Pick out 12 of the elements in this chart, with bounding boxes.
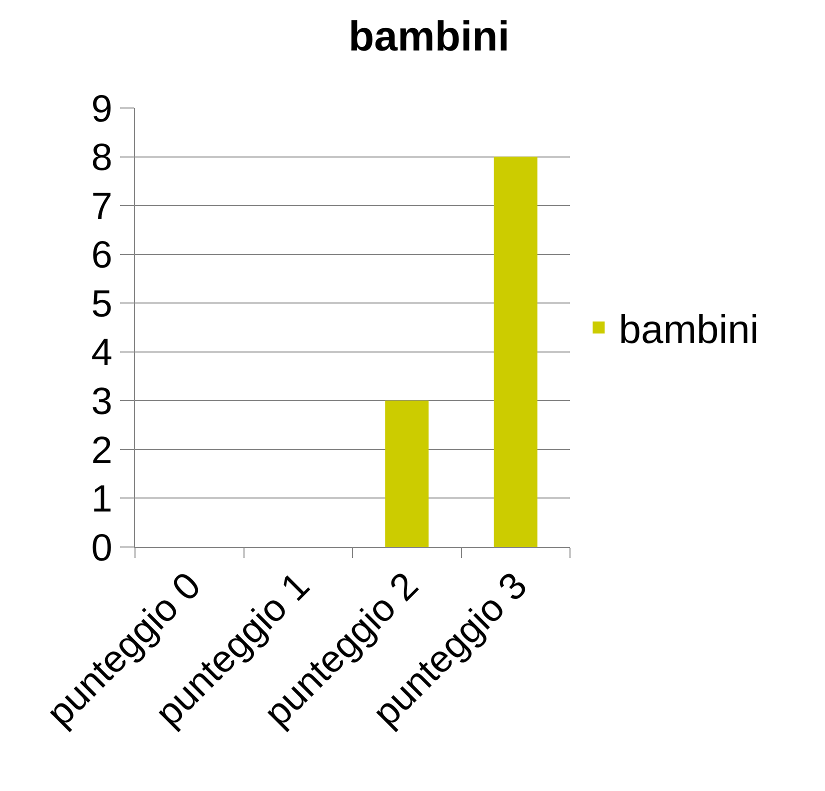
- y-tick-label: 6: [91, 234, 112, 277]
- chart-title: bambini: [348, 12, 510, 60]
- y-tick-label: 5: [91, 283, 112, 326]
- y-tick-label: 0: [91, 527, 112, 570]
- y-tick-label: 2: [91, 430, 112, 472]
- y-tick-label: 8: [91, 137, 112, 180]
- y-tick-label: 9: [91, 88, 112, 130]
- y-tick-label: 4: [91, 332, 112, 374]
- y-tick-label: 3: [91, 380, 112, 423]
- y-tick-label: 1: [91, 478, 112, 521]
- y-tick-label: 7: [91, 186, 112, 228]
- legend-label: bambini: [618, 308, 759, 352]
